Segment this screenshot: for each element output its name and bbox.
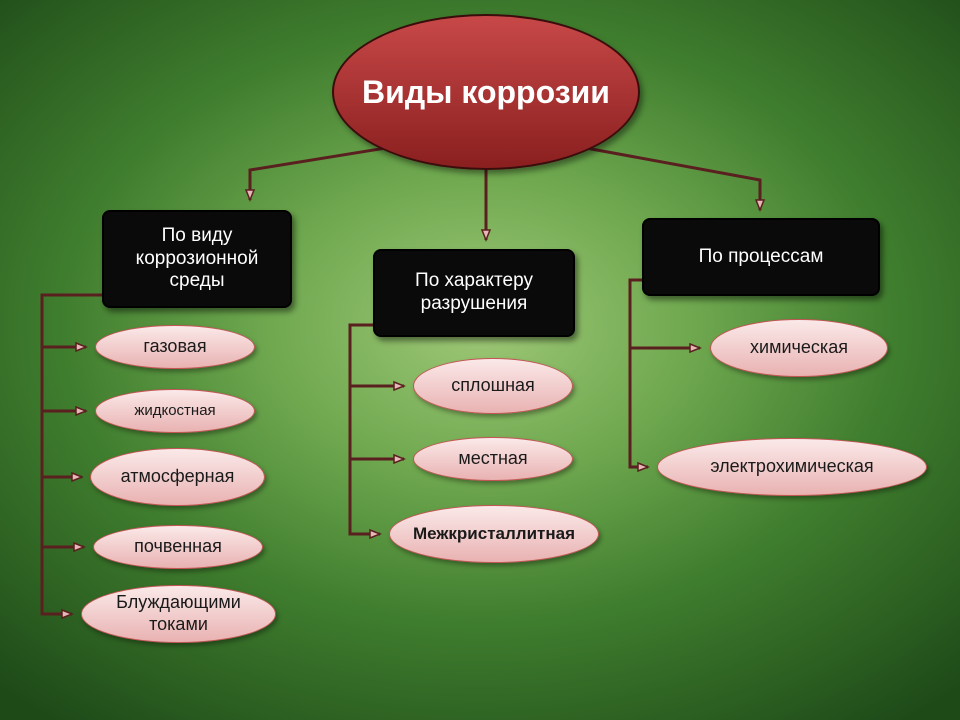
item-char-2: Межкристаллитная bbox=[389, 505, 599, 563]
item-proc-1: электрохимическая bbox=[657, 438, 927, 496]
item-env-1: жидкостная bbox=[95, 389, 255, 433]
item-env-2: атмосферная bbox=[90, 448, 265, 506]
item-env-4: Блуждающими токами bbox=[81, 585, 276, 643]
category-box-proc: По процессам bbox=[642, 218, 880, 296]
title-ellipse: Виды коррозии bbox=[332, 14, 640, 170]
item-env-0: газовая bbox=[95, 325, 255, 369]
item-char-0: сплошная bbox=[413, 358, 573, 414]
item-env-3: почвенная bbox=[93, 525, 263, 569]
item-char-1: местная bbox=[413, 437, 573, 481]
category-box-char: По характеру разрушения bbox=[373, 249, 575, 337]
category-box-env: По виду коррозионной среды bbox=[102, 210, 292, 308]
item-proc-0: химическая bbox=[710, 319, 888, 377]
